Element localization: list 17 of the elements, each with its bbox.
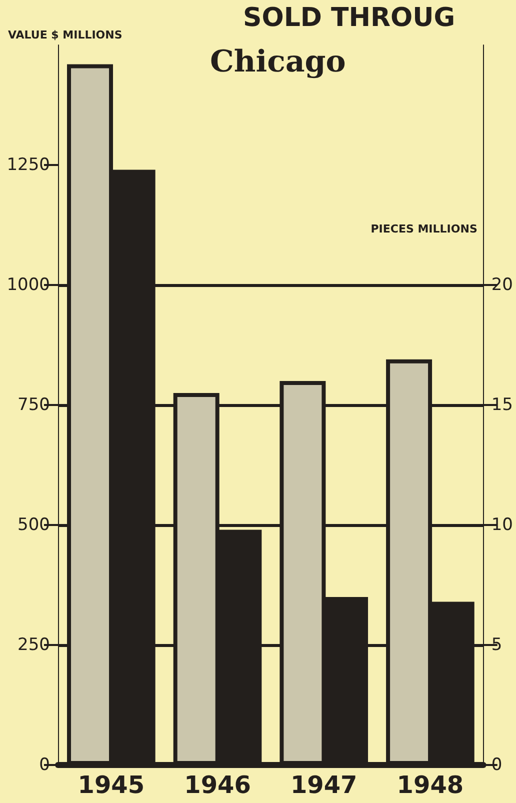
x-tick-label: 1947 bbox=[290, 771, 358, 799]
y-axis-title: VALUE $ MILLIONS bbox=[8, 28, 122, 42]
y2-tick-label: 10 bbox=[491, 515, 514, 535]
y2-tick-label: 20 bbox=[491, 275, 514, 295]
y-tick-label: 250 bbox=[18, 635, 50, 655]
x-tick-label: 1948 bbox=[396, 771, 464, 799]
chart-subtitle: Chicago bbox=[210, 44, 346, 80]
y-tick-label: 1000 bbox=[6, 275, 50, 295]
y2-tick-label: 5 bbox=[491, 635, 502, 655]
x-tick-label: 1946 bbox=[184, 771, 251, 799]
x-tick-label: 1945 bbox=[78, 771, 145, 799]
y-tick-label: 500 bbox=[18, 515, 50, 535]
y-tick-label: 1250 bbox=[6, 155, 50, 175]
y2-tick-label: 15 bbox=[491, 395, 514, 415]
chart-title: SOLD THROUG bbox=[243, 3, 456, 33]
y-tick-label: 750 bbox=[18, 395, 50, 415]
y2-axis-title: PIECES MILLIONS bbox=[370, 222, 478, 236]
